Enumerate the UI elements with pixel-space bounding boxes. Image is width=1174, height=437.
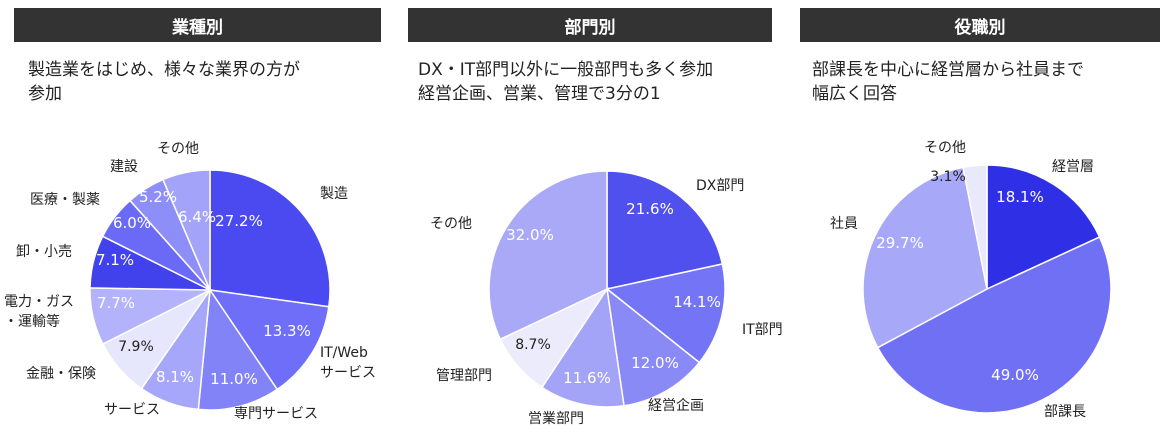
pie-slice (208, 289, 330, 391)
slice-category-label: 製造 (320, 186, 348, 202)
pie-slice (962, 164, 988, 290)
slice-value-label: 8.7% (515, 337, 551, 353)
slice-value-label: 3.1% (930, 169, 966, 185)
pie-slice (540, 286, 625, 408)
pie-slice (197, 287, 279, 411)
industry-title: 業種別 (14, 8, 381, 42)
industry-pie-chart: 27.2% 13.3% 11.0% 8.1%7.9% 7.7% 7.1% 6.0% 5.2%6… (4, 141, 376, 422)
industry-subtitle-line-1: 製造業をはじめ、様々な業界の方が (28, 60, 300, 80)
slice-category-label: 社員 (830, 216, 858, 232)
pie-slice (606, 170, 724, 290)
slice-value-label: 14.1% (673, 293, 721, 311)
pie-slice (605, 287, 701, 407)
department-panel: 部門別 DX・IT部門以外に一般部門も多く参加 経営企画、営業、管理で3分の1 … (400, 0, 790, 437)
slice-category-label: 管理部門 (436, 368, 492, 384)
position-subtitle-line-1: 部課長を中心に経営層から社員まで (812, 60, 1084, 80)
slice-value-label: 8.1% (156, 368, 194, 386)
pie-slice (876, 236, 1112, 414)
slice-value-label: 13.3% (263, 322, 311, 340)
pie-slice (209, 169, 331, 308)
slice-category-label: その他 (430, 216, 472, 232)
position-title: 役職別 (800, 8, 1160, 42)
industry-subtitle: 製造業をはじめ、様々な業界の方が 参加 (28, 58, 300, 106)
slice-category-label: その他 (157, 141, 199, 157)
slice-value-label: 12.0% (631, 354, 679, 372)
slice-value-label: 7.7% (97, 294, 135, 312)
slice-value-label: 7.9% (118, 339, 154, 355)
slice-category-label: 経営企画 (648, 397, 704, 414)
slice-value-label: 11.6% (563, 369, 611, 387)
position-subtitle-line-2: 幅広く回答 (812, 84, 897, 104)
slice-category-label: DX部門 (696, 178, 744, 194)
slice-value-label: 6.4% (178, 208, 216, 226)
slice-value-label: 21.6% (626, 200, 674, 218)
department-subtitle-line-2: 経営企画、営業、管理で3分の1 (418, 84, 661, 104)
slice-value-label: 49.0% (991, 366, 1039, 384)
slice-category-label: IT部門 (742, 322, 783, 338)
slice-value-label: 29.7% (876, 234, 924, 252)
slice-value-label: 18.1% (996, 188, 1044, 206)
pie-slice (162, 169, 211, 291)
pie-slice (488, 170, 608, 341)
slice-category-label: 営業部門 (528, 411, 584, 427)
pie-slice (605, 263, 726, 364)
department-pie-chart: 21.6% 14.1% 12.0% 11.6% 8.7% 32.0% DX部門 IT部門経営企… (430, 170, 783, 427)
slice-category-label: 部課長 (1044, 404, 1086, 420)
industry-subtitle-line-2: 参加 (28, 84, 62, 104)
slice-category-label: サービス (104, 402, 160, 418)
position-panel: 役職別 部課長を中心に経営層から社員まで 幅広く回答 18.1% 49.0% 29.… (790, 0, 1174, 437)
industry-panel: 業種別 製造業をはじめ、様々な業界の方が 参加 27.2% 13.3% 11.0% 8… (0, 0, 390, 437)
slice-value-label: 7.1% (96, 251, 134, 269)
slice-value-label: 5.2% (139, 188, 177, 206)
slice-value-label: 27.2% (215, 212, 263, 230)
slice-category-label: 電力・ガス・運輸等 (4, 294, 74, 330)
slice-category-label: 金融・保険 (26, 366, 96, 382)
pie-slice (986, 164, 1101, 291)
department-subtitle: DX・IT部門以外に一般部門も多く参加 経営企画、営業、管理で3分の1 (418, 58, 713, 106)
slice-category-label: IT/Web サービス (320, 345, 376, 381)
pie-slice (862, 166, 988, 349)
slice-category-label: 専門サービス (234, 406, 318, 422)
slice-category-label: 卸・小売 (16, 244, 72, 260)
department-subtitle-line-1: DX・IT部門以外に一般部門も多く参加 (418, 60, 714, 80)
position-subtitle: 部課長を中心に経営層から社員まで 幅広く回答 (812, 58, 1084, 106)
department-title: 部門別 (408, 8, 772, 42)
slice-value-label: 6.0% (113, 214, 151, 232)
slice-category-label: その他 (924, 140, 966, 156)
slice-category-label: 医療・製薬 (30, 191, 100, 208)
slice-category-label: 経営層 (1052, 159, 1094, 175)
slice-value-label: 32.0% (506, 226, 554, 244)
slice-category-label: 建設 (110, 159, 138, 175)
slice-value-label: 11.0% (210, 370, 258, 388)
